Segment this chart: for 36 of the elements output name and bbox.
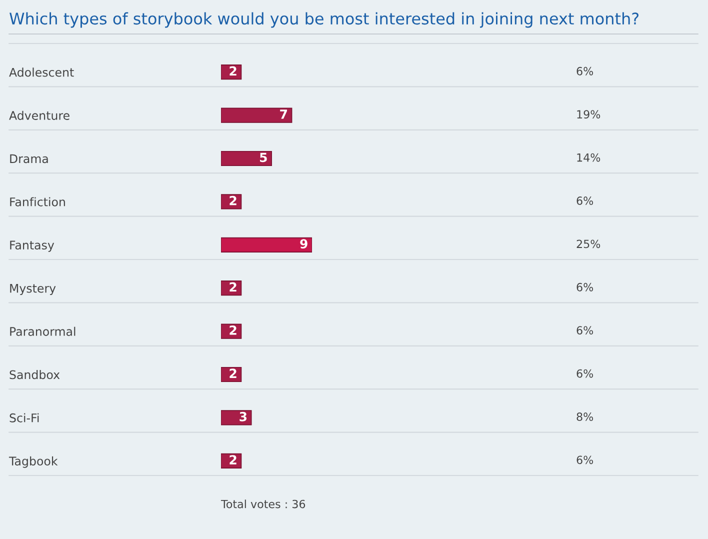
y-tick-label: Fantasy (10, 240, 54, 252)
y-tick-label: Paranormal (10, 326, 76, 336)
text: 6% (576, 369, 594, 378)
data-label: 2 (230, 196, 236, 206)
y-tick-label: Fanfiction (10, 197, 65, 206)
y-tick-label: Adventure (9, 110, 70, 120)
text: 6% (576, 456, 594, 464)
data-label: 2 (230, 66, 236, 76)
text: 8% (576, 412, 594, 421)
text: 6% (576, 282, 594, 292)
data-label: 9 (300, 239, 308, 249)
data-label: 2 (230, 368, 236, 378)
text: 6% (576, 196, 594, 205)
data-label: 2 (230, 325, 236, 335)
chart-title: Which types of storybook would you be most interested in joining next month? (10, 12, 638, 28)
data-label: 7 (280, 110, 287, 119)
data-label: 2 (230, 282, 236, 292)
text: 19% (577, 110, 600, 119)
text: 14% (577, 153, 600, 162)
text: 6% (576, 326, 594, 335)
text: Total votes : 36 (220, 500, 306, 508)
data-label: 2 (230, 455, 236, 464)
y-tick-label: Sci-Fi (10, 413, 39, 422)
bar (221, 108, 292, 123)
text: 25% (576, 240, 600, 248)
text: 6% (576, 66, 594, 76)
data-label: 3 (240, 412, 247, 422)
y-tick-label: Tagbook (8, 456, 58, 468)
bar (221, 410, 252, 426)
bar (221, 150, 272, 166)
data-label: 5 (260, 152, 267, 162)
y-tick-label: Adolescent (9, 68, 74, 77)
y-tick-label: Drama (10, 154, 48, 164)
y-tick-label: Mystery (10, 284, 56, 296)
y-tick-label: Sandbox (10, 370, 60, 380)
bar (221, 237, 312, 252)
